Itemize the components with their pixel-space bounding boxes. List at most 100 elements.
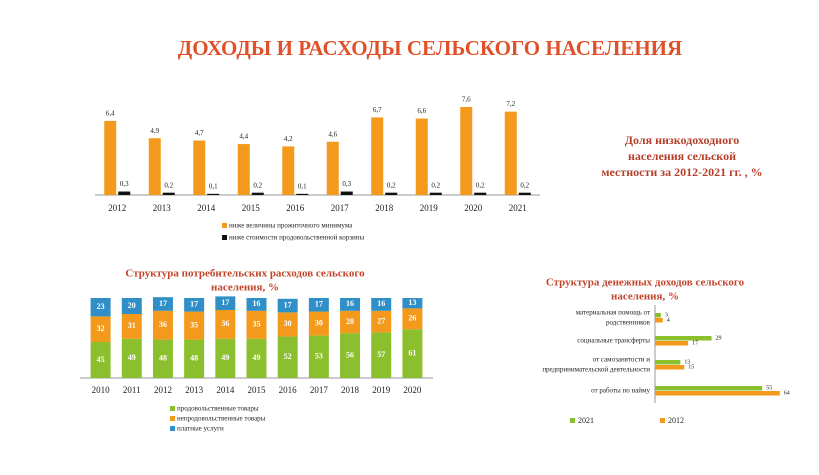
value-label: 0,3	[342, 180, 351, 188]
bar	[162, 192, 175, 195]
value-label: 4,4	[239, 133, 248, 141]
legend-label: платные услуги	[177, 425, 224, 433]
value-label: 52	[284, 352, 292, 361]
value-label: 35	[253, 320, 261, 329]
value-label: 13	[684, 359, 690, 365]
value-label: 0,1	[209, 182, 218, 190]
bar	[340, 191, 353, 195]
value-label: 3	[665, 312, 668, 318]
value-label: 32	[97, 324, 105, 333]
x-tick-label: 2013	[185, 385, 204, 395]
x-tick-label: 2019	[420, 203, 439, 213]
bar-segment	[277, 336, 298, 378]
value-label: 16	[377, 299, 385, 308]
bar	[655, 360, 681, 365]
bar-segment	[152, 339, 173, 378]
value-label: 55	[766, 385, 772, 391]
value-label: 56	[346, 350, 354, 359]
legend-swatch	[660, 418, 665, 423]
value-label: 4,2	[284, 135, 293, 143]
legend-label: ниже величины прожиточного минимума	[229, 222, 353, 230]
bar	[518, 192, 531, 195]
value-label: 0,3	[120, 180, 129, 188]
x-tick-label: 2013	[153, 203, 172, 213]
chart-title: Структура денежных доходов сельского	[546, 277, 745, 289]
x-tick-label: 2016	[279, 385, 298, 395]
bar-segment	[371, 298, 392, 311]
annotation: местности за 2012-2021 гг. , %	[601, 165, 762, 179]
bar-segment	[90, 342, 111, 378]
x-tick-label: 2011	[123, 385, 141, 395]
y-tick-label: от работы по найму	[591, 387, 650, 395]
bar-segment	[184, 339, 205, 378]
bar	[118, 191, 131, 195]
bar	[282, 146, 295, 195]
bar	[415, 118, 428, 195]
x-tick-label: 2017	[310, 385, 329, 395]
value-label: 7,2	[506, 100, 515, 108]
bar-segment	[246, 298, 267, 311]
value-label: 6,7	[373, 106, 382, 114]
x-tick-label: 2014	[197, 203, 216, 213]
value-label: 31	[128, 321, 136, 330]
value-label: 7,6	[462, 96, 471, 104]
bar-segment	[402, 308, 423, 330]
value-label: 36	[221, 319, 229, 328]
x-tick-label: 2015	[242, 203, 261, 213]
annotation: населения сельской	[628, 149, 736, 163]
value-label: 64	[784, 390, 790, 396]
bar	[655, 365, 685, 370]
x-tick-label: 2018	[341, 385, 360, 395]
value-label: 0,2	[164, 181, 173, 189]
y-tick-label: социальные трансферты	[577, 337, 650, 345]
bar-segment	[340, 310, 361, 334]
value-label: 48	[190, 354, 198, 363]
value-label: 49	[128, 353, 136, 362]
y-tick-label: родственников	[606, 319, 651, 327]
value-label: 16	[346, 299, 354, 308]
page-title: ДОХОДЫ И РАСХОДЫ СЕЛЬСКОГО НАСЕЛЕНИЯ	[178, 36, 682, 60]
value-label: 28	[346, 317, 354, 326]
value-label: 13	[408, 298, 416, 307]
bar	[504, 111, 517, 195]
value-label: 0,2	[476, 181, 485, 189]
value-label: 49	[253, 353, 261, 362]
value-label: 30	[284, 319, 292, 328]
legend-swatch	[170, 416, 175, 421]
bar-segment	[340, 298, 361, 311]
x-tick-label: 2012	[154, 385, 172, 395]
bar	[474, 192, 487, 195]
x-tick-label: 2017	[331, 203, 350, 213]
value-label: 29	[716, 335, 722, 341]
bar	[655, 313, 661, 318]
chart-title: населения, %	[611, 291, 679, 303]
bar	[148, 138, 161, 195]
legend-swatch	[170, 406, 175, 411]
bar-segment	[308, 298, 329, 312]
value-label: 20	[128, 301, 136, 310]
bar	[104, 120, 117, 195]
x-tick-label: 2010	[92, 385, 111, 395]
bar-segment	[121, 338, 142, 378]
bar-segment	[277, 298, 298, 313]
value-label: 45	[97, 355, 105, 364]
bar	[460, 107, 473, 195]
value-label: 4,7	[195, 129, 204, 137]
value-label: 6,4	[106, 110, 115, 118]
bar	[385, 192, 398, 195]
value-label: 4	[667, 317, 670, 323]
value-label: 4,6	[328, 130, 337, 138]
x-tick-label: 2014	[216, 385, 235, 395]
value-label: 16	[253, 299, 261, 308]
legend-swatch	[222, 223, 227, 228]
x-tick-label: 2015	[248, 385, 267, 395]
legend-label: ниже стоимости продовольственной корзины	[229, 234, 365, 242]
bar-segment	[246, 310, 267, 339]
bar-segment	[308, 335, 329, 378]
bar-segment	[340, 333, 361, 378]
value-label: 0,2	[253, 181, 262, 189]
bar	[237, 144, 250, 195]
x-tick-label: 2019	[372, 385, 391, 395]
